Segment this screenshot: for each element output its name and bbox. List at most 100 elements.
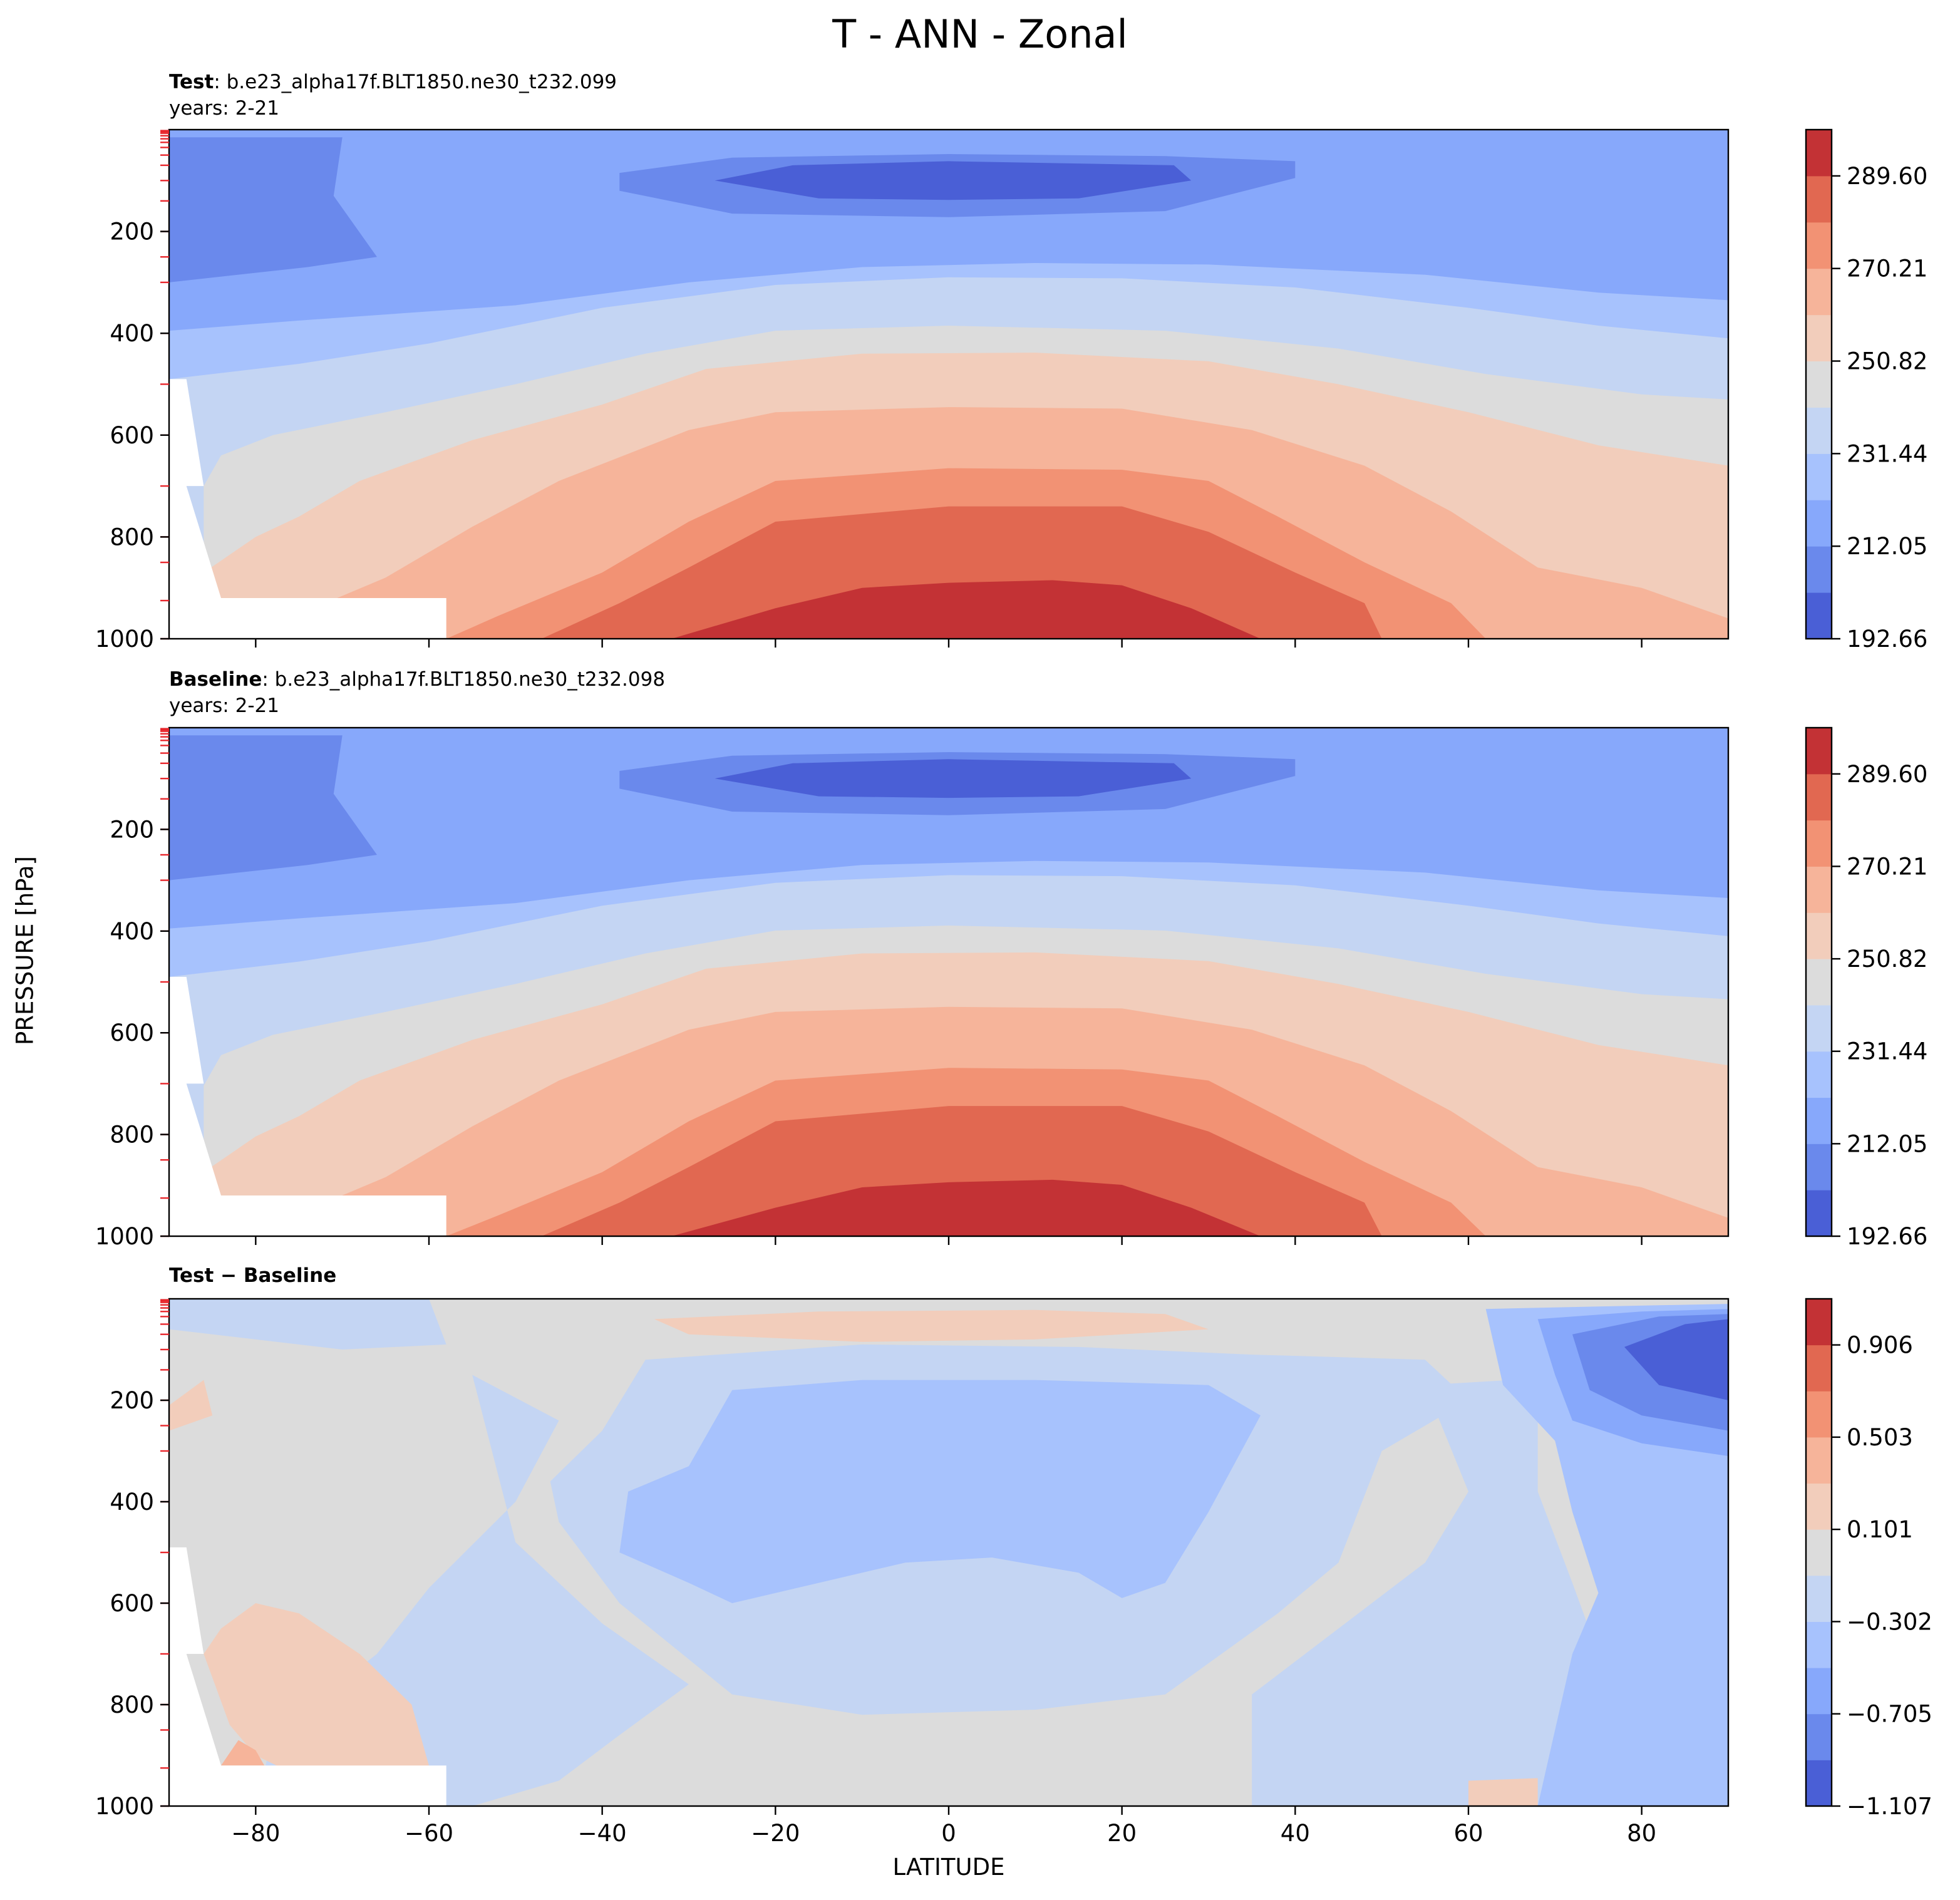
colorbar-tick-label-0: 192.66 (1847, 626, 1927, 653)
colorbar-frame-3 (1805, 1298, 1833, 1807)
contour-band-3-14 (1468, 1778, 1538, 1806)
colorbar-swatch-2-6 (1806, 912, 1832, 959)
y-tick-label-400: 400 (110, 1489, 154, 1515)
colorbar-swatch-1-1 (1806, 546, 1832, 593)
panel-3-title: Test − Baseline (169, 1262, 336, 1289)
contour-band-3-12 (204, 1603, 429, 1781)
colorbar-swatch-2-3 (1806, 1051, 1832, 1098)
colorbar-tick-label-1: −0.705 (1847, 1701, 1932, 1728)
colorbar-swatch-3-6 (1806, 1483, 1832, 1530)
colorbar-swatch-3-4 (1806, 1575, 1832, 1622)
panel-1-title-case: : b.e23_alpha17f.BLT1850.ne30_t232.099 (214, 71, 617, 93)
y-tick-label-600: 600 (110, 422, 154, 449)
colorbar-swatch-2-8 (1806, 820, 1832, 867)
contour-band-3-9 (1624, 1319, 1728, 1400)
colorbar-swatch-2-7 (1806, 866, 1832, 913)
colorbar-tick-label-0: −1.107 (1847, 1793, 1932, 1820)
y-tick-label-600: 600 (110, 1020, 154, 1046)
colorbar-tick-label-5: 289.60 (1847, 163, 1927, 190)
contour-field-2 (169, 728, 1728, 1236)
y-tick-label-200: 200 (110, 219, 154, 245)
colorbar-2: 192.66 212.05 231.44 250.82 270.21 289.60 (1805, 726, 1927, 1250)
x-tick-label--20: −20 (751, 1820, 800, 1847)
contour-band-1-11 (671, 580, 1261, 639)
colorbar-swatch-3-9 (1806, 1345, 1832, 1391)
colorbar-swatch-2-4 (1806, 1004, 1832, 1052)
colorbar-swatch-1-2 (1806, 500, 1832, 547)
colorbar-swatch-1-6 (1806, 314, 1832, 362)
colorbar-swatch-3-2 (1806, 1668, 1832, 1715)
colorbar-tick-label-5: 0.906 (1847, 1332, 1913, 1359)
x-tick-label-60: 60 (1453, 1820, 1483, 1847)
colorbar-swatch-1-4 (1806, 407, 1832, 454)
panel-2-title-bold: Baseline (169, 668, 262, 691)
colorbar-swatch-2-9 (1806, 773, 1832, 821)
colorbar-swatch-1-9 (1806, 175, 1832, 223)
x-tick-label--40: −40 (578, 1820, 627, 1847)
colorbar-swatch-1-0 (1806, 592, 1832, 639)
panel-1-title: Test: b.e23_alpha17f.BLT1850.ne30_t232.0… (169, 69, 617, 121)
x-tick-label-40: 40 (1281, 1820, 1310, 1847)
contour-band-3-2 (619, 1380, 1261, 1603)
colorbar-swatch-3-0 (1806, 1760, 1832, 1807)
contour-band-3-13 (221, 1740, 265, 1766)
panel-2-title: Baseline: b.e23_alpha17f.BLT1850.ne30_t2… (169, 666, 665, 719)
colorbar-tick-label-1: 212.05 (1847, 533, 1927, 560)
colorbar-tick-label-2: 231.44 (1847, 440, 1927, 467)
topography-mask-1 (169, 379, 446, 639)
x-tick-label-0: 0 (941, 1820, 956, 1847)
y-tick-label-800: 800 (110, 1691, 154, 1718)
contour-band-1-1 (169, 137, 377, 282)
x-tick-label-80: 80 (1627, 1820, 1656, 1847)
colorbar-swatch-3-3 (1806, 1621, 1832, 1668)
y-tick-label-1000: 1000 (95, 1793, 154, 1820)
contour-band-3-3 (169, 1299, 446, 1350)
y-tick-label-200: 200 (110, 1387, 154, 1414)
colorbar-tick-label-2: −0.302 (1847, 1608, 1932, 1635)
y-tick-label-1000: 1000 (95, 626, 154, 653)
colorbar-swatch-2-1 (1806, 1144, 1832, 1190)
panel-2-years: years: 2-21 (169, 694, 279, 717)
y-tick-label-800: 800 (110, 1122, 154, 1149)
topography-mask-3 (169, 1547, 446, 1806)
colorbar-tick-label-3: 250.82 (1847, 946, 1927, 973)
panel-2-title-case: : b.e23_alpha17f.BLT1850.ne30_t232.098 (262, 668, 666, 691)
colorbar-swatch-3-1 (1806, 1713, 1832, 1760)
x-axis-label: LATITUDE (892, 1854, 1005, 1881)
contour-band-3-10 (654, 1309, 1209, 1342)
x-tick-label--80: −80 (231, 1820, 280, 1847)
y-tick-label-800: 800 (110, 524, 154, 550)
colorbar-swatch-3-5 (1806, 1529, 1832, 1576)
colorbar-swatch-3-7 (1806, 1437, 1832, 1484)
colorbar-tick-label-4: 0.503 (1847, 1424, 1913, 1451)
colorbar-swatch-1-5 (1806, 361, 1832, 408)
panel-3-title-bold: Test − Baseline (169, 1264, 337, 1287)
contour-band-2-3 (714, 759, 1192, 798)
colorbar-tick-label-4: 270.21 (1847, 853, 1927, 880)
y-tick-label-600: 600 (110, 1590, 154, 1617)
contour-field-1 (169, 130, 1728, 639)
panel-1: 200 400 600 800 1000 192.66 212.05 231.44 250.82… (95, 128, 1927, 653)
x-tick-label--60: −60 (405, 1820, 453, 1847)
figure-title: T - ANN - Zonal (832, 11, 1128, 57)
colorbar-swatch-1-10 (1806, 130, 1832, 177)
colorbar-swatch-1-7 (1806, 268, 1832, 316)
colorbar-swatch-3-8 (1806, 1391, 1832, 1438)
panel-1-title-bold: Test (169, 71, 214, 93)
colorbar-swatch-2-10 (1806, 728, 1832, 775)
panel-3: 200 400 600 800 1000 −80 −60 −40 −20 0 20 40 60 80 −1.… (95, 1298, 1932, 1847)
colorbar-frame-1 (1805, 128, 1833, 640)
colorbar-tick-label-5: 289.60 (1847, 761, 1927, 788)
y-tick-label-400: 400 (110, 320, 154, 347)
colorbar-swatch-2-0 (1806, 1190, 1832, 1237)
panel-1-years: years: 2-21 (169, 97, 279, 120)
colorbar-tick-label-4: 270.21 (1847, 256, 1927, 282)
colorbar-swatch-2-5 (1806, 959, 1832, 1006)
colorbar-tick-label-2: 231.44 (1847, 1038, 1927, 1065)
colorbar-swatch-2-2 (1806, 1097, 1832, 1144)
contour-band-3-11 (169, 1380, 213, 1431)
colorbar-tick-label-1: 212.05 (1847, 1130, 1927, 1157)
contour-band-1-3 (714, 161, 1192, 200)
contour-field-3 (169, 1299, 1728, 1806)
